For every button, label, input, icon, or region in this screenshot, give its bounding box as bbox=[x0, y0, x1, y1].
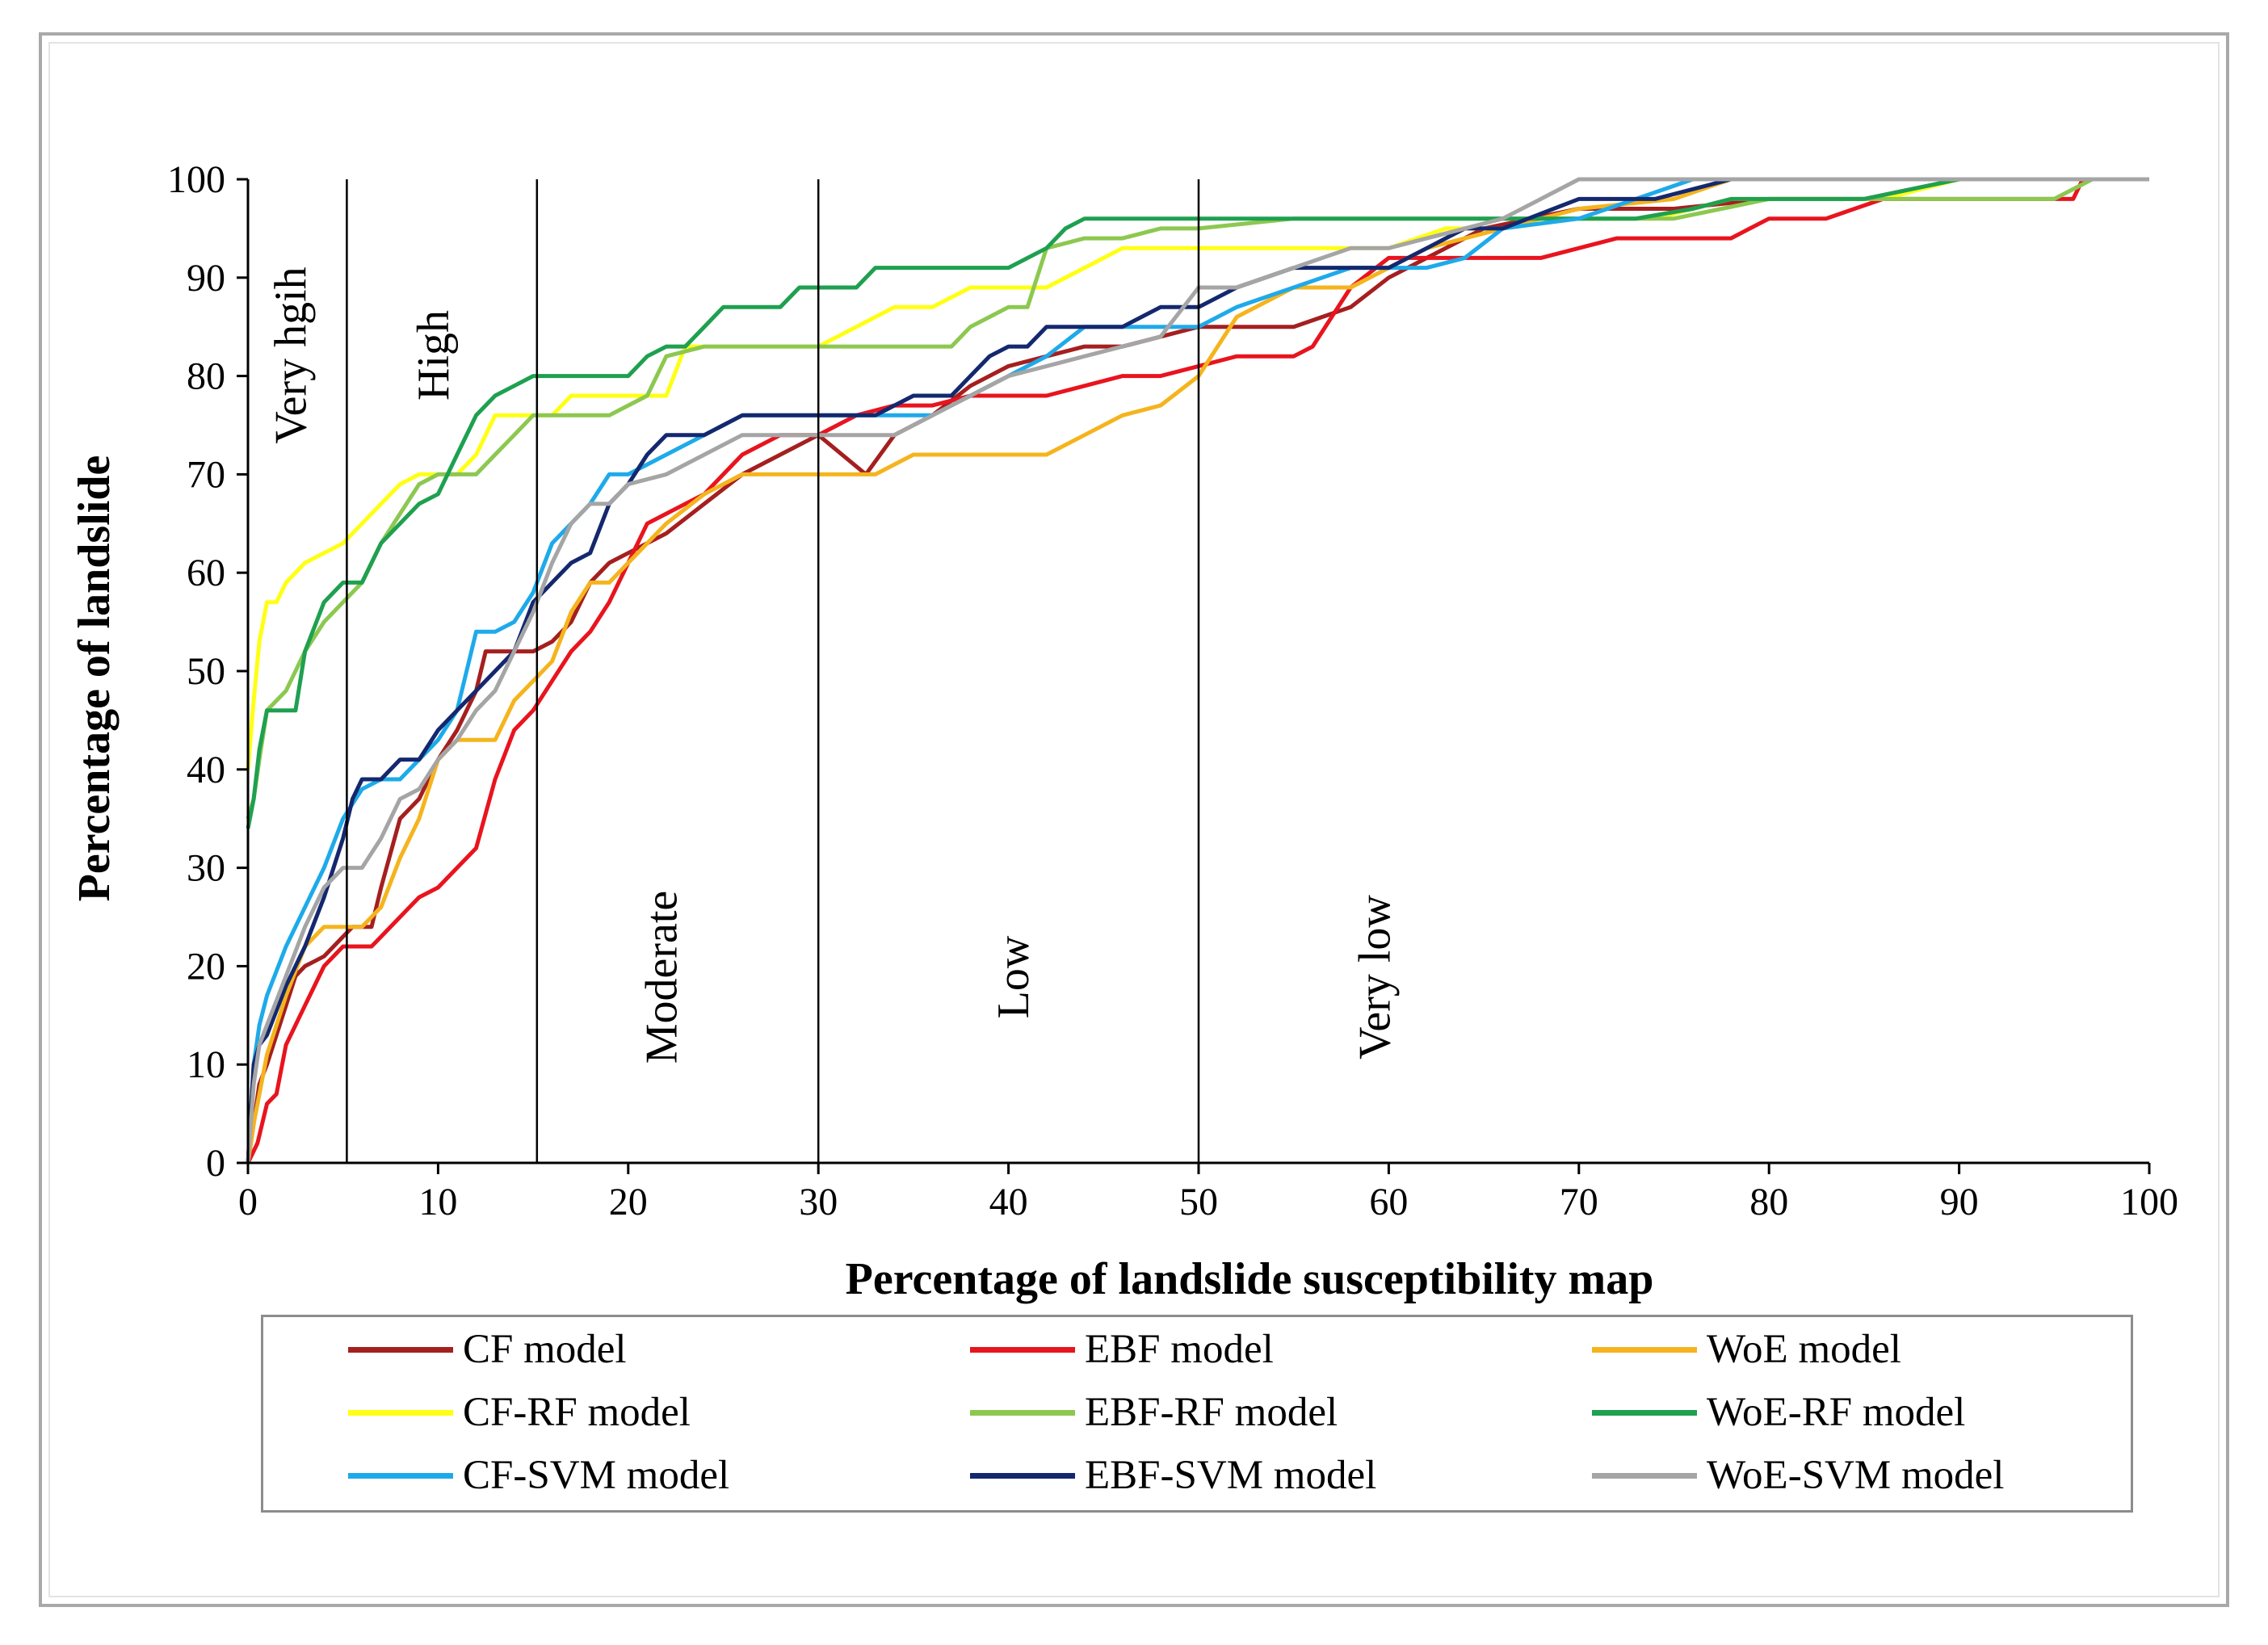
x-tick-label-7: 70 bbox=[1560, 1181, 1598, 1223]
x-tick-label-9: 90 bbox=[1940, 1181, 1979, 1223]
series-line-8 bbox=[246, 177, 2149, 1164]
y-tick-label-1: 10 bbox=[187, 1043, 225, 1086]
legend-item-4: EBF-RF model bbox=[970, 1388, 1338, 1437]
series-line-5 bbox=[246, 177, 2149, 829]
legend: CF model EBF model WoE model CF-RF model EBF… bbox=[261, 1315, 2133, 1513]
zone-label-0: Very hgih bbox=[267, 266, 317, 443]
y-tick-label-10: 100 bbox=[167, 158, 225, 201]
y-tick-label-6: 60 bbox=[187, 552, 225, 594]
legend-item-1: EBF model bbox=[970, 1325, 1274, 1374]
y-tick-label-8: 80 bbox=[187, 355, 225, 398]
legend-label-4: EBF-RF model bbox=[1085, 1390, 1338, 1435]
y-tick-label-2: 20 bbox=[187, 945, 225, 988]
legend-item-5: WoE-RF model bbox=[1592, 1388, 1965, 1437]
legend-swatch-5 bbox=[1592, 1409, 1697, 1416]
x-tick-label-3: 30 bbox=[799, 1181, 838, 1223]
legend-item-2: WoE model bbox=[1592, 1325, 1901, 1374]
ticks-layer: 0 10 20 30 40 50 60 70 80 90 100 0 10 20 30 40 50 60 70 80 9… bbox=[167, 158, 2178, 1223]
x-tick-label-6: 60 bbox=[1369, 1181, 1408, 1223]
legend-label-6: CF-SVM model bbox=[463, 1453, 730, 1498]
y-tick-label-4: 40 bbox=[187, 749, 225, 791]
legend-label-3: CF-RF model bbox=[463, 1390, 691, 1435]
y-axis-title: Percentage of landslide bbox=[69, 455, 120, 902]
zone-label-2: Moderate bbox=[637, 891, 687, 1064]
legend-label-7: EBF-SVM model bbox=[1085, 1453, 1377, 1498]
legend-swatch-0 bbox=[348, 1346, 453, 1353]
zone-label-3: Low bbox=[989, 935, 1039, 1018]
x-tick-label-2: 20 bbox=[609, 1181, 648, 1223]
x-tick-label-1: 10 bbox=[418, 1181, 457, 1223]
legend-label-0: CF model bbox=[463, 1327, 627, 1372]
series-layer bbox=[246, 177, 2149, 1165]
legend-swatch-3 bbox=[348, 1409, 453, 1416]
legend-swatch-7 bbox=[970, 1472, 1075, 1479]
legend-label-8: WoE-SVM model bbox=[1707, 1453, 2005, 1498]
legend-label-5: WoE-RF model bbox=[1707, 1390, 1966, 1435]
y-tick-label-3: 30 bbox=[187, 847, 225, 890]
y-tick-label-0: 0 bbox=[206, 1142, 225, 1185]
y-tick-label-7: 70 bbox=[187, 453, 225, 496]
x-tick-label-8: 80 bbox=[1749, 1181, 1788, 1223]
y-tick-label-9: 90 bbox=[187, 257, 225, 300]
legend-item-7: EBF-SVM model bbox=[970, 1451, 1376, 1500]
series-line-7 bbox=[246, 177, 2149, 1164]
figure-inner-frame bbox=[48, 42, 2220, 1597]
legend-swatch-2 bbox=[1592, 1346, 1697, 1353]
zone-boundaries-layer bbox=[346, 179, 1200, 1163]
x-tick-label-0: 0 bbox=[238, 1181, 258, 1223]
zone-labels-layer: Very hgih High Moderate Low Very low bbox=[267, 266, 1401, 1064]
series-line-1 bbox=[246, 177, 2149, 1165]
legend-item-0: CF model bbox=[348, 1325, 627, 1374]
zone-label-1: High bbox=[409, 310, 459, 401]
legend-item-6: CF-SVM model bbox=[348, 1451, 729, 1500]
x-tick-label-5: 50 bbox=[1179, 1181, 1218, 1223]
x-tick-label-4: 40 bbox=[989, 1181, 1028, 1223]
legend-item-3: CF-RF model bbox=[348, 1388, 691, 1437]
legend-label-2: WoE model bbox=[1707, 1327, 1901, 1372]
x-axis-title: Percentage of landslide susceptibility m… bbox=[846, 1254, 1654, 1304]
zone-label-4: Very low bbox=[1350, 895, 1400, 1060]
legend-label-1: EBF model bbox=[1085, 1327, 1274, 1372]
legend-swatch-8 bbox=[1592, 1472, 1697, 1479]
x-tick-label-10: 100 bbox=[2120, 1181, 2178, 1223]
y-tick-label-5: 50 bbox=[187, 650, 225, 693]
legend-swatch-1 bbox=[970, 1346, 1075, 1353]
legend-swatch-6 bbox=[348, 1472, 453, 1479]
legend-swatch-4 bbox=[970, 1409, 1075, 1416]
legend-item-8: WoE-SVM model bbox=[1592, 1451, 2004, 1500]
